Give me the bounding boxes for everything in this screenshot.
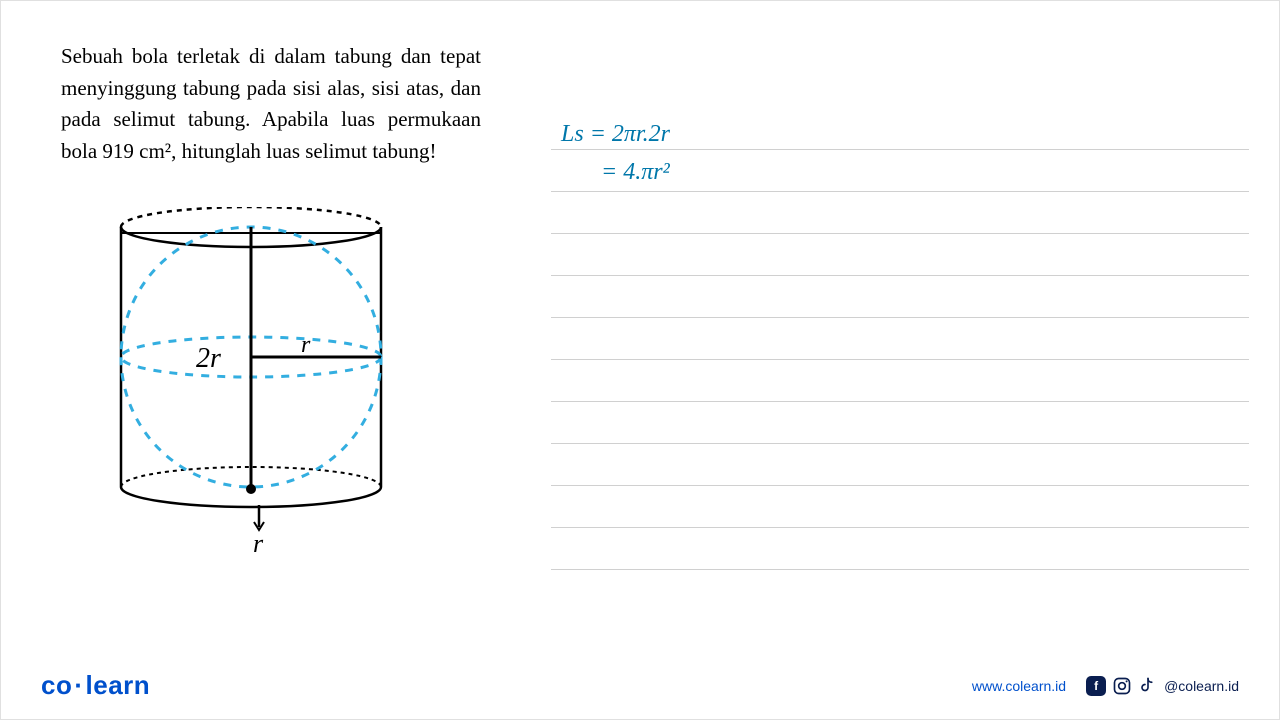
brand-logo: co·learn (41, 670, 150, 701)
brand-dot: · (74, 670, 83, 700)
right-panel: Ls = 2πr.2r = 4.πr² (501, 41, 1249, 601)
notebook-line (551, 401, 1249, 402)
notebook-line (551, 317, 1249, 318)
label-r-bottom: r (253, 529, 264, 557)
label-r-horizontal: r (301, 332, 311, 358)
label-2r: 2r (196, 343, 221, 374)
facebook-icon[interactable]: f (1086, 676, 1106, 696)
social-icons: f @colearn.id (1086, 676, 1239, 696)
notebook-line (551, 191, 1249, 192)
notebook-line (551, 443, 1249, 444)
notebook-area: Ls = 2πr.2r = 4.πr² (551, 121, 1249, 601)
notebook-line (551, 233, 1249, 234)
cylinder-sphere-diagram: 2r r r (101, 207, 481, 562)
notebook-line (551, 359, 1249, 360)
notebook-line (551, 149, 1249, 150)
left-panel: Sebuah bola terletak di dalam tabung dan… (61, 41, 501, 601)
notebook-line (551, 275, 1249, 276)
hand-line-1: Ls = 2πr.2r (561, 121, 670, 148)
website-url[interactable]: www.colearn.id (972, 678, 1066, 694)
notebook-line (551, 527, 1249, 528)
notebook-line (551, 485, 1249, 486)
footer-right: www.colearn.id f @colearn.id (972, 676, 1239, 696)
instagram-icon[interactable] (1112, 676, 1132, 696)
social-handle: @colearn.id (1164, 678, 1239, 694)
brand-left: co (41, 670, 72, 700)
brand-right: learn (86, 670, 151, 700)
problem-text: Sebuah bola terletak di dalam tabung dan… (61, 41, 481, 167)
tiktok-icon[interactable] (1138, 676, 1158, 696)
hand-line-2: = 4.πr² (601, 159, 670, 186)
notebook-line (551, 569, 1249, 570)
footer: co·learn www.colearn.id f @colearn.id (1, 670, 1279, 701)
content-area: Sebuah bola terletak di dalam tabung dan… (61, 41, 1249, 601)
